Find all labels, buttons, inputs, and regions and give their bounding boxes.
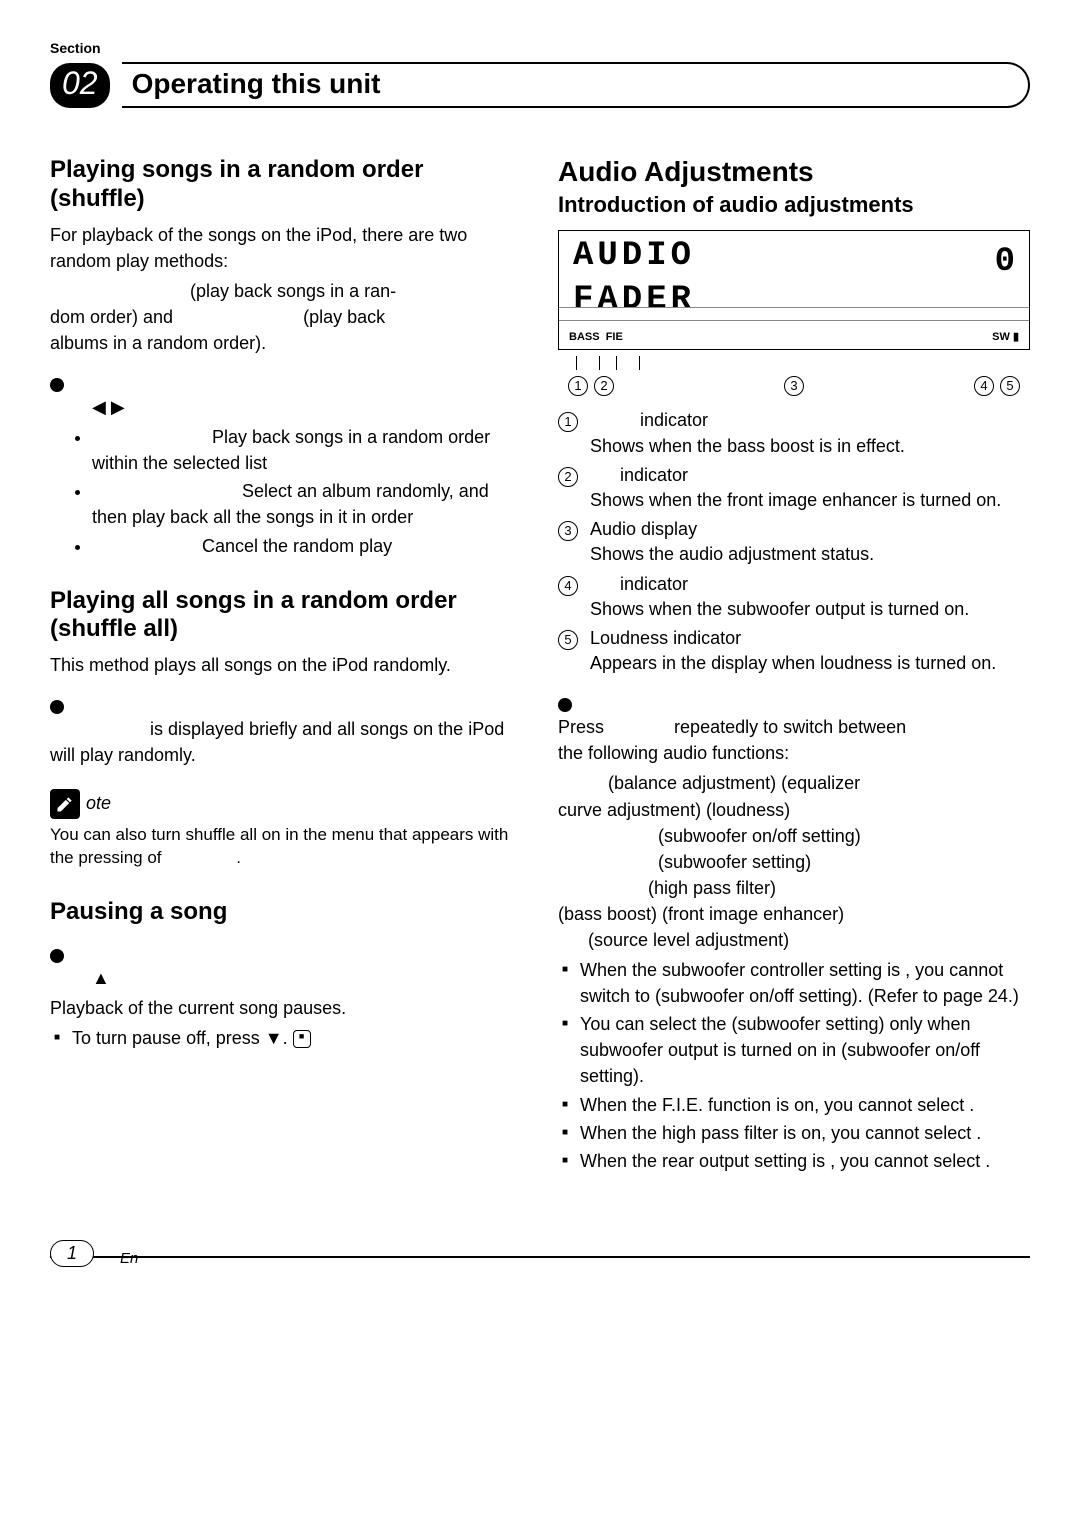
chapter-header: 02 Operating this unit (50, 62, 1030, 108)
step-bullet-icon (50, 700, 64, 714)
pause-sub: To turn pause off, press ▼. (50, 1025, 522, 1051)
audio-notes: When the subwoofer controller setting is… (558, 957, 1030, 1174)
indicator-3: 3Audio displayShows the audio adjustment… (558, 517, 1030, 567)
note-text: You can also turn shuffle all on in the … (50, 823, 522, 871)
lcd-callout-nums: 1 2 3 4 5 (558, 376, 1030, 396)
pause-step (50, 947, 522, 965)
press-line: Press repeatedly to switch between the f… (558, 714, 1030, 766)
audio-note-2: You can select the (subwoofer setting) o… (558, 1011, 1030, 1089)
shuffle-all-result: is displayed briefly and all songs on th… (50, 716, 522, 768)
lcd-bar (559, 307, 1029, 321)
lcd-bottom-row: BASS FIE (569, 331, 1019, 343)
note-header: ote (50, 789, 522, 819)
chapter-title-wrap: Operating this unit (122, 62, 1030, 108)
lcd-callouts (558, 356, 1030, 370)
callout-2: 2 (594, 376, 614, 396)
shuffle-bullet-2: Select an album randomly, and then play … (92, 478, 522, 530)
pause-heading: Pausing a song (50, 898, 522, 927)
lcd-display: AUDIO FADER 0 BASS FIE SW ▮ (558, 230, 1030, 350)
shuffle-bullets: Play back songs in a random order within… (50, 424, 522, 558)
pencil-icon (50, 789, 80, 819)
shuffle-all-intro: This method plays all songs on the iPod … (50, 652, 522, 678)
page-lang: En (120, 1250, 138, 1267)
pause-line2: To turn pause off, press ▼. (50, 1025, 522, 1051)
left-column: Playing songs in a random order (shuffle… (50, 156, 522, 1176)
pause-line1: Playback of the current song pauses. (50, 995, 522, 1021)
audio-intro-subhead: Introduction of audio adjustments (558, 192, 1030, 218)
callout-3: 3 (784, 376, 804, 396)
indicator-1: 1indicatorShows when the bass boost is i… (558, 408, 1030, 458)
shuffle-bullet-1: Play back songs in a random order within… (92, 424, 522, 476)
step-bullet-icon (50, 949, 64, 963)
content-columns: Playing songs in a random order (shuffle… (50, 156, 1030, 1176)
shuffle-arrows: ◀ ▶ (50, 394, 522, 420)
indicator-5: 5Loudness indicatorAppears in the displa… (558, 626, 1030, 676)
shuffle-methods: (play back songs in a ran- dom order) an… (50, 278, 522, 356)
audio-note-5: When the rear output setting is , you ca… (558, 1148, 1030, 1174)
note-label: ote (86, 793, 111, 814)
footer-rule (50, 1256, 1030, 1258)
functions-block: (balance adjustment) (equalizer curve ad… (558, 770, 1030, 953)
audio-note-3: When the F.I.E. function is on, you cann… (558, 1092, 1030, 1118)
section-label: Section (50, 40, 1030, 56)
page-footer: 1 En (50, 1256, 1030, 1296)
shuffle-step (50, 376, 522, 394)
shuffle-heading: Playing songs in a random order (shuffle… (50, 156, 522, 214)
lcd-line1: AUDIO (559, 231, 1029, 275)
chapter-title: Operating this unit (132, 68, 381, 99)
shuffle-all-step (50, 698, 522, 716)
indicator-4: 4indicatorShows when the subwoofer outpu… (558, 572, 1030, 622)
shuffle-intro: For playback of the songs on the iPod, t… (50, 222, 522, 274)
callout-5: 5 (1000, 376, 1020, 396)
pause-arrow: ▲ (50, 965, 522, 991)
manual-page: Section 02 Operating this unit Playing s… (0, 0, 1080, 1336)
shuffle-all-heading: Playing all songs in a random order (shu… (50, 587, 522, 645)
page-number: 1 (50, 1240, 94, 1267)
right-column: Audio Adjustments Introduction of audio … (558, 156, 1030, 1176)
callout-4: 4 (974, 376, 994, 396)
indicator-list: 1indicatorShows when the bass boost is i… (558, 408, 1030, 676)
stop-icon (293, 1030, 311, 1048)
chapter-number-badge: 02 (50, 63, 110, 108)
step-bullet-icon (50, 378, 64, 392)
audio-note-4: When the high pass filter is on, you can… (558, 1120, 1030, 1146)
shuffle-bullet-3: Cancel the random play (92, 533, 522, 559)
lcd-right-glyph: 0 (995, 243, 1015, 281)
lcd-sw: SW ▮ (992, 330, 1019, 343)
step-bullet-icon (558, 698, 572, 712)
indicator-2: 2indicatorShows when the front image enh… (558, 463, 1030, 513)
audio-note-1: When the subwoofer controller setting is… (558, 957, 1030, 1009)
audio-adjustments-heading: Audio Adjustments (558, 156, 1030, 188)
callout-1: 1 (568, 376, 588, 396)
audio-step (558, 696, 1030, 714)
